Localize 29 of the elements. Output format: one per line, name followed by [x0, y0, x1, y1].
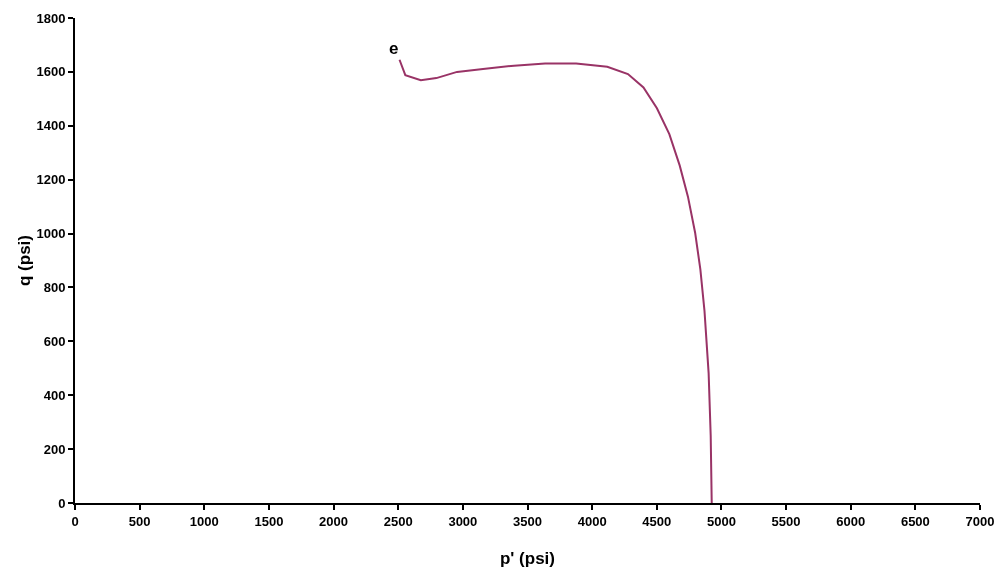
- annotation: e: [389, 39, 399, 58]
- x-tick-label: 5500: [771, 513, 801, 529]
- x-tick-label: 3000: [448, 513, 478, 529]
- x-tick-label: 7000: [965, 513, 995, 529]
- x-tick-label: 4000: [577, 513, 607, 529]
- x-tick-label: 6000: [836, 513, 866, 529]
- y-axis-title: q (psi): [15, 235, 34, 286]
- x-tick-label: 2500: [383, 513, 413, 529]
- x-tick-label: 500: [128, 513, 151, 529]
- x-tick-label: 2000: [319, 513, 349, 529]
- y-tick-label: 1000: [36, 226, 66, 242]
- y-tick-label: 400: [43, 387, 66, 403]
- x-tick-label: 5000: [706, 513, 736, 529]
- line-series: [398, 58, 713, 503]
- x-tick-label: 4500: [642, 513, 672, 529]
- y-tick-label: 1200: [36, 172, 66, 188]
- y-tick-label: 200: [43, 441, 66, 457]
- y-tick-label: 600: [43, 333, 66, 349]
- y-tick-label: 1600: [36, 64, 66, 80]
- x-tick-label: 3500: [513, 513, 542, 529]
- x-tick-label: 0: [71, 513, 79, 529]
- y-tick-label: 800: [43, 279, 66, 295]
- y-tick-label: 0: [58, 495, 66, 511]
- y-tick-label: 1800: [36, 10, 66, 26]
- y-tick-label: 1400: [36, 118, 66, 134]
- x-tick-label: 6500: [900, 513, 930, 529]
- x-axis-title: p' (psi): [499, 549, 556, 568]
- x-tick-label: 1500: [254, 513, 284, 529]
- x-tick-label: 1000: [189, 513, 219, 529]
